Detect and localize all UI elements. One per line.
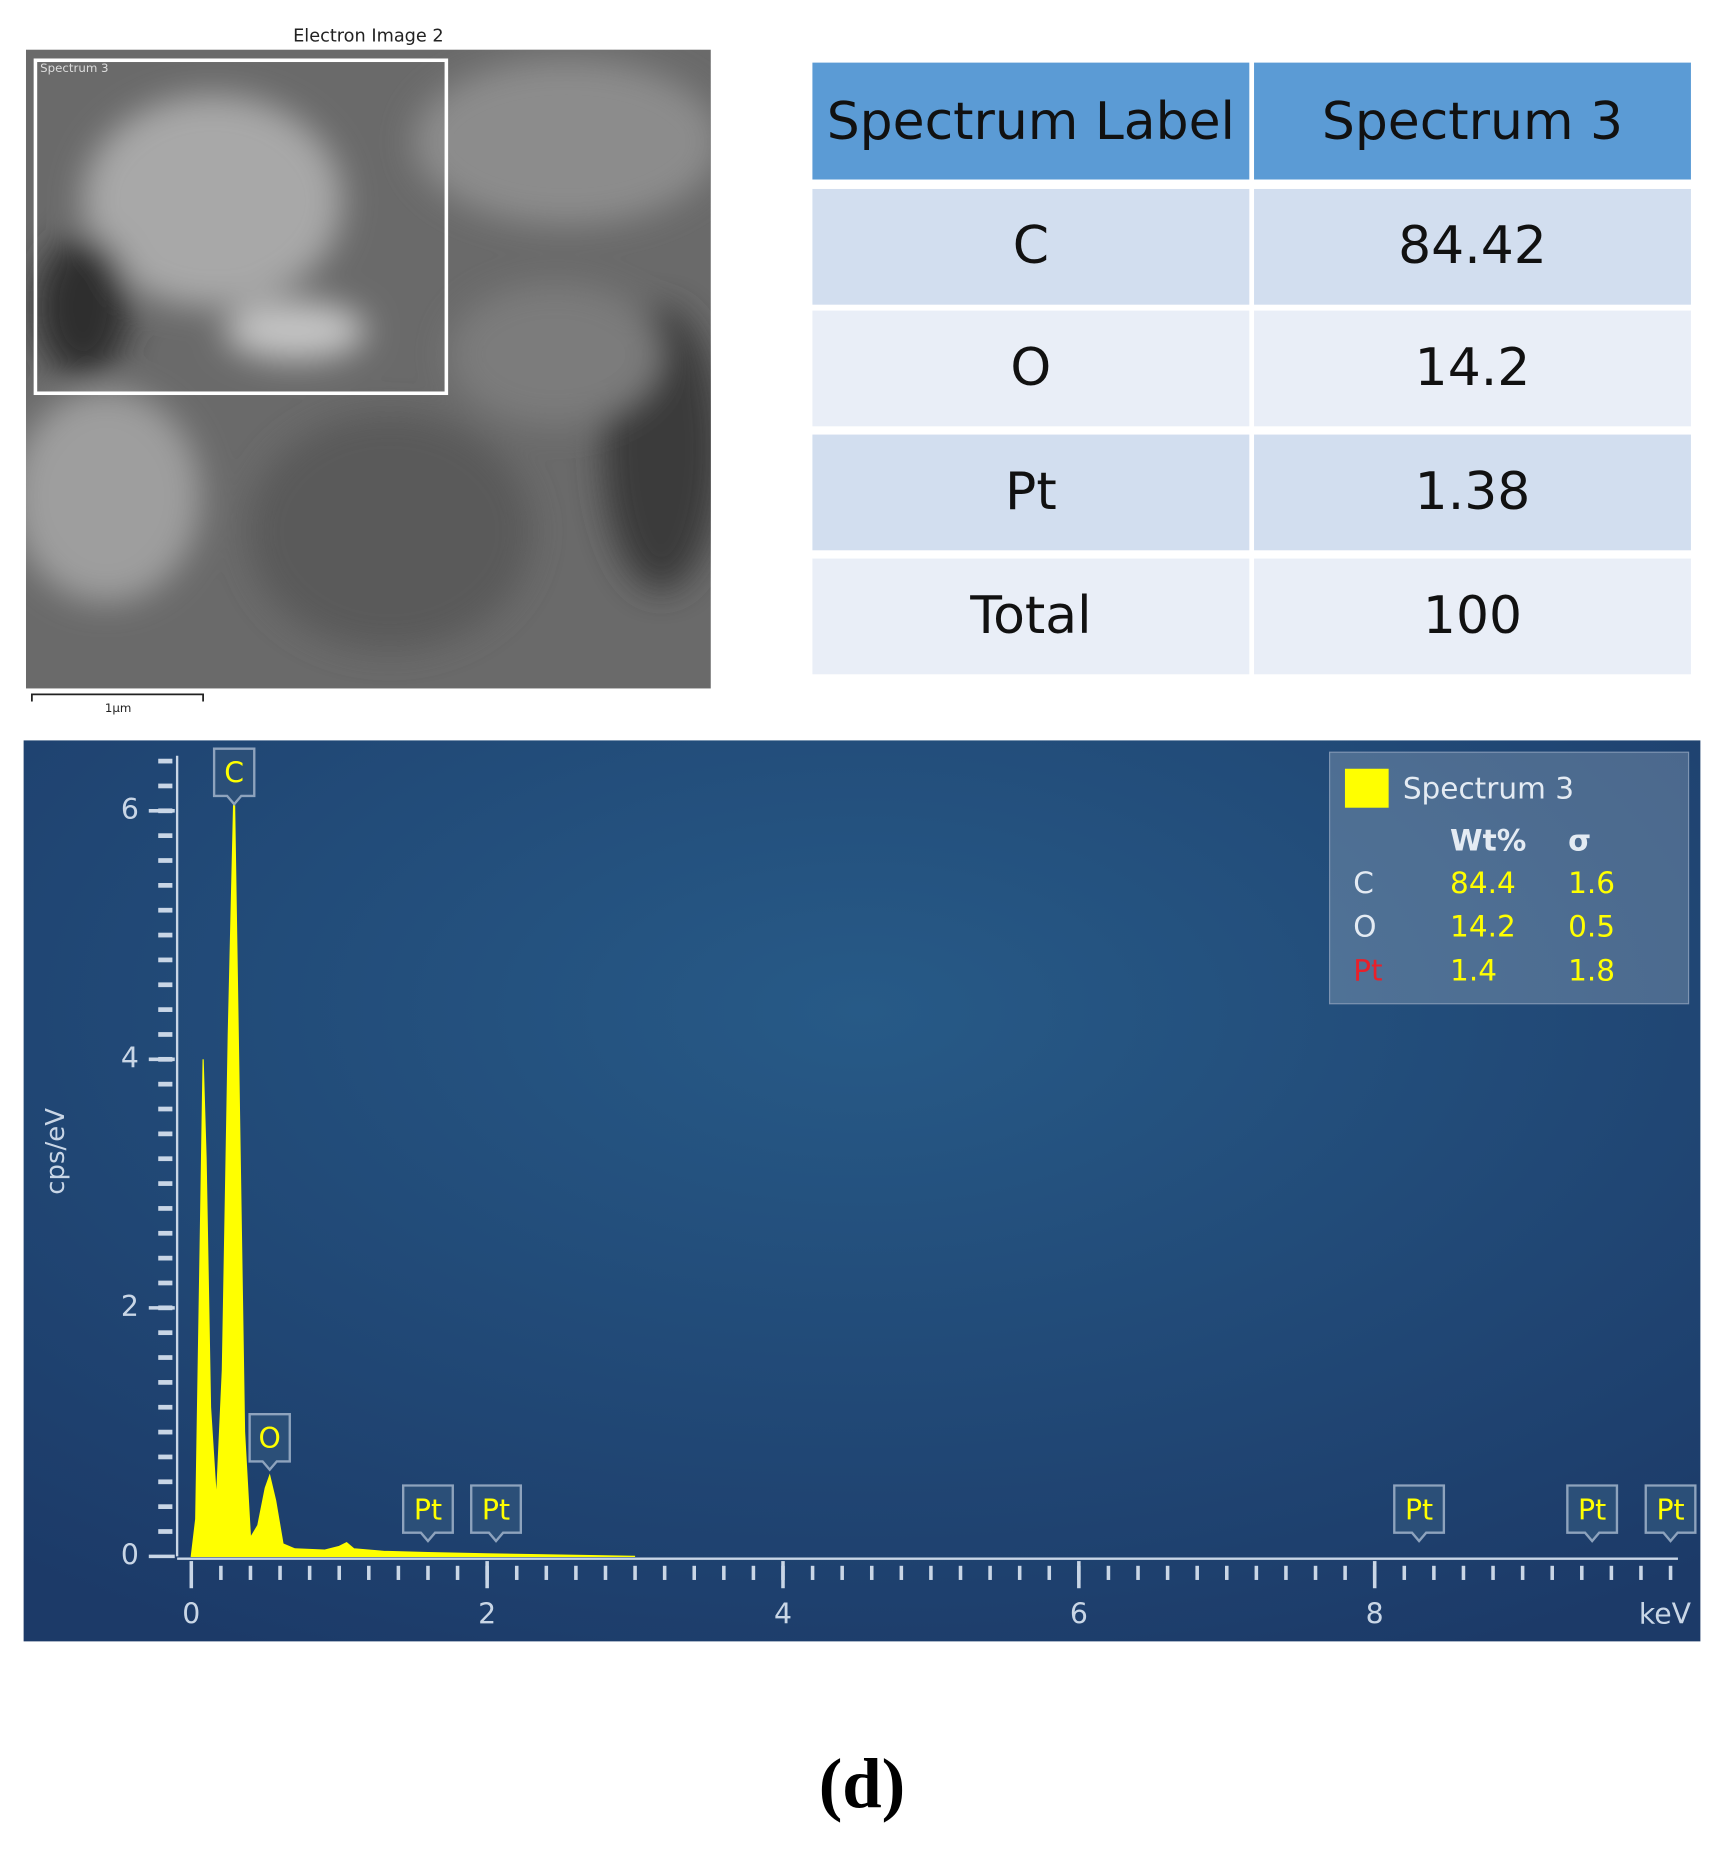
cell-text: 84.42 <box>1398 216 1547 276</box>
legend-sigma: 1.6 <box>1568 866 1615 900</box>
sem-image <box>25 49 711 689</box>
legend-wt: 14.2 <box>1450 910 1516 944</box>
peak-label-box <box>401 1484 454 1543</box>
image-title: Electron Image 2 <box>293 27 444 47</box>
header-cell <box>812 62 1250 180</box>
legend-sigma: 0.5 <box>1568 910 1615 944</box>
cell-text: C <box>1013 216 1049 276</box>
header-cell <box>1254 62 1691 180</box>
peak-label: Pt <box>482 1493 510 1526</box>
x-tick-label: 4 <box>774 1597 792 1630</box>
x-axis-label: keV <box>1639 1597 1692 1630</box>
cell-text: 1.38 <box>1415 462 1531 522</box>
peak-label-box <box>1566 1484 1619 1543</box>
peak-label: Pt <box>1656 1493 1684 1526</box>
peak-label: Pt <box>414 1493 442 1526</box>
legend-swatch <box>1344 768 1389 808</box>
x-tick-label: 2 <box>478 1597 496 1630</box>
legend-sigma: 1.8 <box>1568 953 1615 987</box>
scale-bar <box>30 693 204 702</box>
table-cell <box>812 188 1250 305</box>
scale-label: 1µm <box>105 701 132 715</box>
region-label: Spectrum 3 <box>40 61 108 75</box>
x-tick-label: 0 <box>182 1597 200 1630</box>
y-tick-label: 4 <box>121 1041 139 1074</box>
legend-element: Pt <box>1353 953 1382 987</box>
y-axis-label: cps/eV <box>41 1108 71 1195</box>
peak-label: Pt <box>1405 1493 1433 1526</box>
legend-column: Wt% <box>1450 823 1526 857</box>
peak-label-box <box>470 1484 522 1543</box>
cell-text: Total <box>969 586 1091 646</box>
table-cell <box>1254 188 1691 305</box>
header-text: Spectrum Label <box>827 92 1235 152</box>
legend-element: C <box>1353 866 1374 900</box>
legend-wt: 1.4 <box>1450 953 1497 987</box>
caption: (d) <box>819 1746 906 1824</box>
table-cell <box>1254 434 1691 551</box>
legend-column: σ <box>1568 823 1591 857</box>
cell-text: 100 <box>1423 586 1522 646</box>
table: Spectrum Label Spectrum 3 C 84.42 O 14.2 Pt 1.3… <box>812 62 1691 675</box>
legend-box <box>1329 751 1690 1005</box>
legend-element: O <box>1353 910 1376 944</box>
table-cell <box>1254 310 1691 427</box>
cell-text: O <box>1010 338 1051 398</box>
table-cell <box>812 558 1250 675</box>
table-cell <box>1254 558 1691 675</box>
header-text: Spectrum 3 <box>1322 92 1623 152</box>
peak-label-box <box>248 1413 291 1472</box>
y-tick-label: 6 <box>121 793 139 826</box>
y-tick-label: 2 <box>121 1290 139 1323</box>
peak-label: C <box>224 757 244 790</box>
peak-label-box <box>1393 1484 1446 1543</box>
x-tick-label: 8 <box>1366 1597 1384 1630</box>
cell-text: 14.2 <box>1415 338 1531 398</box>
peak-label-box <box>1644 1484 1697 1543</box>
peak-label: Pt <box>1578 1493 1606 1526</box>
table-cell <box>812 434 1250 551</box>
spectrum-area <box>190 779 636 1557</box>
peak-label-box <box>212 747 256 806</box>
legend-label: Spectrum 3 <box>1403 772 1574 806</box>
x-tick-label: 6 <box>1070 1597 1088 1630</box>
peak-label: O <box>259 1422 281 1455</box>
spectrum-region <box>33 58 449 396</box>
y-tick-label: 0 <box>121 1538 139 1571</box>
legend-wt: 84.4 <box>1450 866 1516 900</box>
table-cell <box>812 310 1250 427</box>
cell-text: Pt <box>1005 462 1057 522</box>
